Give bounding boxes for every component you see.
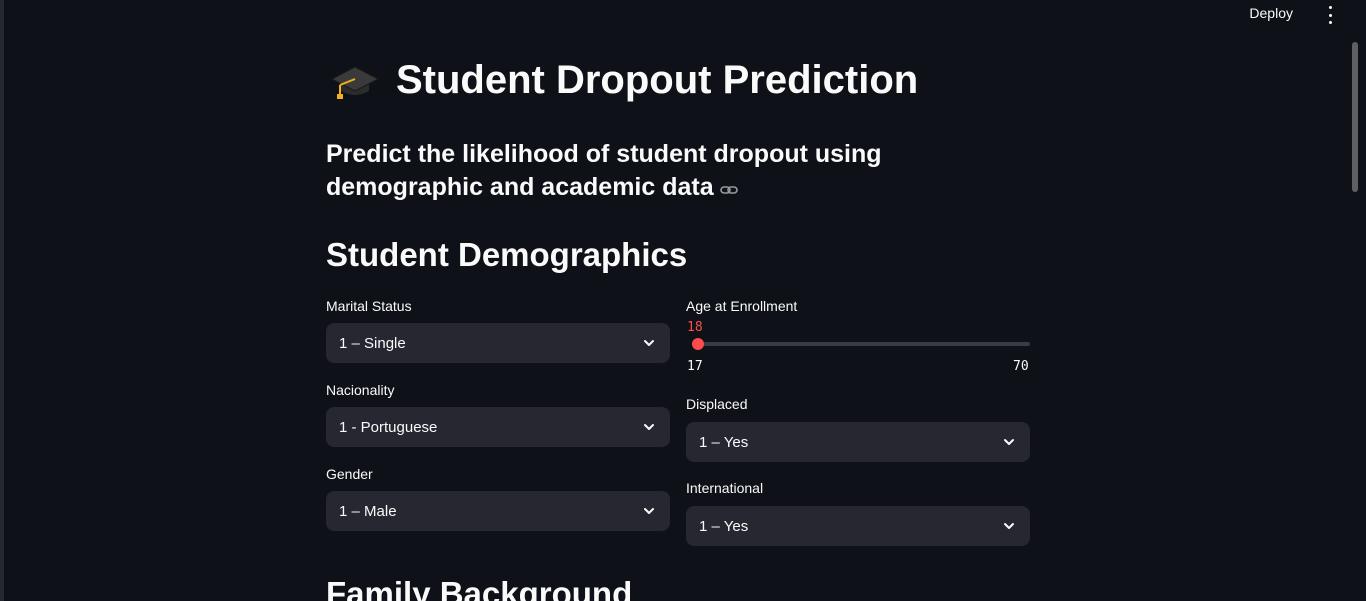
age-slider-thumb[interactable] <box>692 338 705 350</box>
age-slider-value: 18 <box>687 320 703 335</box>
age-label: Age at Enrollment <box>686 298 798 314</box>
displaced-select[interactable]: 1 – Yes <box>686 422 1030 462</box>
international-label: International <box>686 480 764 496</box>
link-icon[interactable] <box>719 172 738 205</box>
gender-value: 1 – Male <box>339 502 397 520</box>
marital-status-value: 1 – Single <box>339 334 406 352</box>
age-slider-track[interactable] <box>692 342 1030 346</box>
kebab-menu-icon[interactable] <box>1324 6 1336 24</box>
chevron-down-icon <box>644 340 654 346</box>
page-title: Student Dropout Prediction <box>330 58 918 103</box>
chevron-down-icon <box>644 424 654 430</box>
displaced-value: 1 – Yes <box>699 433 749 451</box>
deploy-button[interactable]: Deploy <box>1249 5 1293 21</box>
top-toolbar: Deploy <box>0 0 1366 30</box>
nacionality-value: 1 - Portuguese <box>339 418 438 436</box>
marital-status-label: Marital Status <box>326 298 412 314</box>
gender-label: Gender <box>326 466 373 482</box>
displaced-label: Displaced <box>686 396 748 412</box>
page-subtitle: Predict the likelihood of student dropou… <box>326 138 926 205</box>
scrollbar[interactable] <box>1352 42 1358 192</box>
chevron-down-icon <box>644 508 654 514</box>
international-value: 1 – Yes <box>699 517 749 535</box>
page-title-text: Student Dropout Prediction <box>396 58 919 102</box>
sidebar-edge <box>0 0 4 601</box>
section-heading-family: Family Background <box>326 575 633 601</box>
chevron-down-icon <box>1004 523 1014 529</box>
nacionality-label: Nacionality <box>326 382 395 398</box>
age-slider-min: 17 <box>687 359 703 374</box>
section-heading-demographics: Student Demographics <box>326 236 688 273</box>
subtitle-text: Predict the likelihood of student dropou… <box>326 140 882 201</box>
age-slider-max: 70 <box>1013 359 1029 374</box>
international-select[interactable]: 1 – Yes <box>686 506 1030 546</box>
marital-status-select[interactable]: 1 – Single <box>326 323 670 363</box>
nacionality-select[interactable]: 1 - Portuguese <box>326 407 670 447</box>
gender-select[interactable]: 1 – Male <box>326 491 670 531</box>
chevron-down-icon <box>1004 439 1014 445</box>
graduation-cap-icon <box>330 61 380 101</box>
